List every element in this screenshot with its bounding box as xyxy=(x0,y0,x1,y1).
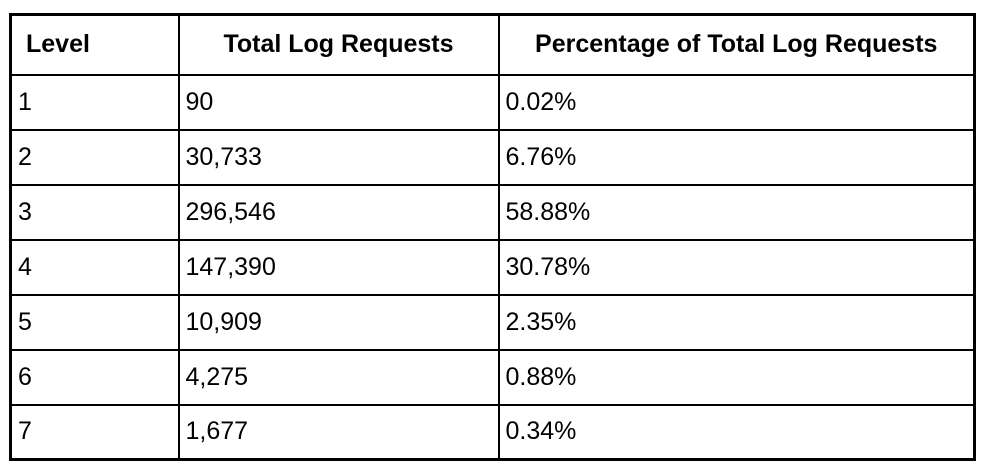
table-row: 5 10,909 2.35% xyxy=(9,293,976,351)
table-row: 2 30,733 6.76% xyxy=(9,128,976,186)
column-header-percentage-of-total-log-requests: Percentage of Total Log Requests xyxy=(497,13,976,76)
total-log-requests-cell: 90 xyxy=(177,73,500,131)
table-row: 1 90 0.02% xyxy=(9,73,976,131)
table-container: Level Total Log Requests Percentage of T… xyxy=(9,13,976,461)
column-header-total-log-requests: Total Log Requests xyxy=(177,13,500,76)
total-log-requests-cell: 147,390 xyxy=(177,238,500,296)
percentage-cell: 2.35% xyxy=(497,293,976,351)
table-row: 6 4,275 0.88% xyxy=(9,348,976,406)
log-requests-table: Level Total Log Requests Percentage of T… xyxy=(9,13,976,461)
percentage-cell: 30.78% xyxy=(497,238,976,296)
percentage-cell: 6.76% xyxy=(497,128,976,186)
level-cell: 7 xyxy=(9,403,180,461)
level-cell: 5 xyxy=(9,293,180,351)
percentage-cell: 0.02% xyxy=(497,73,976,131)
total-log-requests-cell: 1,677 xyxy=(177,403,500,461)
column-header-level: Level xyxy=(9,13,180,76)
percentage-cell: 58.88% xyxy=(497,183,976,241)
header-row: Level Total Log Requests Percentage of T… xyxy=(9,13,976,76)
total-log-requests-cell: 10,909 xyxy=(177,293,500,351)
table-row: 4 147,390 30.78% xyxy=(9,238,976,296)
total-log-requests-cell: 30,733 xyxy=(177,128,500,186)
level-cell: 4 xyxy=(9,238,180,296)
percentage-cell: 0.34% xyxy=(497,403,976,461)
level-cell: 6 xyxy=(9,348,180,406)
table-row: 3 296,546 58.88% xyxy=(9,183,976,241)
percentage-cell: 0.88% xyxy=(497,348,976,406)
table-row: 7 1,677 0.34% xyxy=(9,403,976,461)
total-log-requests-cell: 4,275 xyxy=(177,348,500,406)
level-cell: 3 xyxy=(9,183,180,241)
level-cell: 1 xyxy=(9,73,180,131)
total-log-requests-cell: 296,546 xyxy=(177,183,500,241)
level-cell: 2 xyxy=(9,128,180,186)
